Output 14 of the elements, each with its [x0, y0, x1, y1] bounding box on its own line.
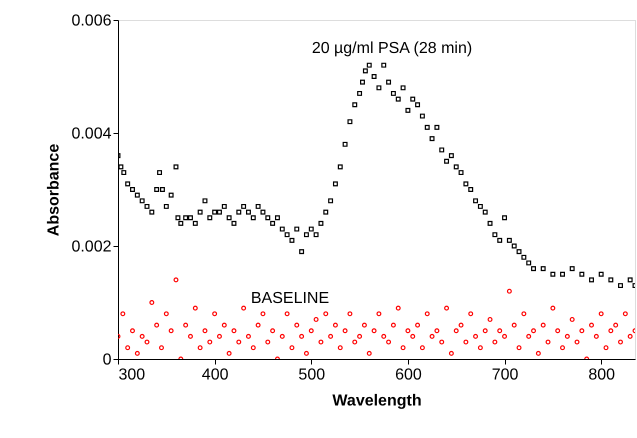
- x-tick-label: 800: [588, 366, 616, 384]
- x-tick-label: 600: [395, 366, 422, 384]
- x-tick-label: 700: [492, 366, 518, 384]
- x-tick-label: 500: [298, 366, 326, 384]
- y-tick-label: 0: [102, 352, 112, 368]
- y-tick-label: 0.004: [71, 126, 112, 142]
- x-tick-label: 400: [202, 366, 229, 384]
- y-axis-title: Absorbance: [45, 144, 62, 236]
- annotation: 20 µg/ml PSA (28 min): [312, 40, 472, 57]
- annotation: BASELINE: [250, 290, 330, 307]
- x-axis-title: Wavelength: [332, 392, 422, 410]
- x-tick-label: 300: [118, 366, 146, 384]
- y-tick-label: 0.006: [71, 12, 112, 30]
- y-tick-label: 0.002: [71, 238, 112, 256]
